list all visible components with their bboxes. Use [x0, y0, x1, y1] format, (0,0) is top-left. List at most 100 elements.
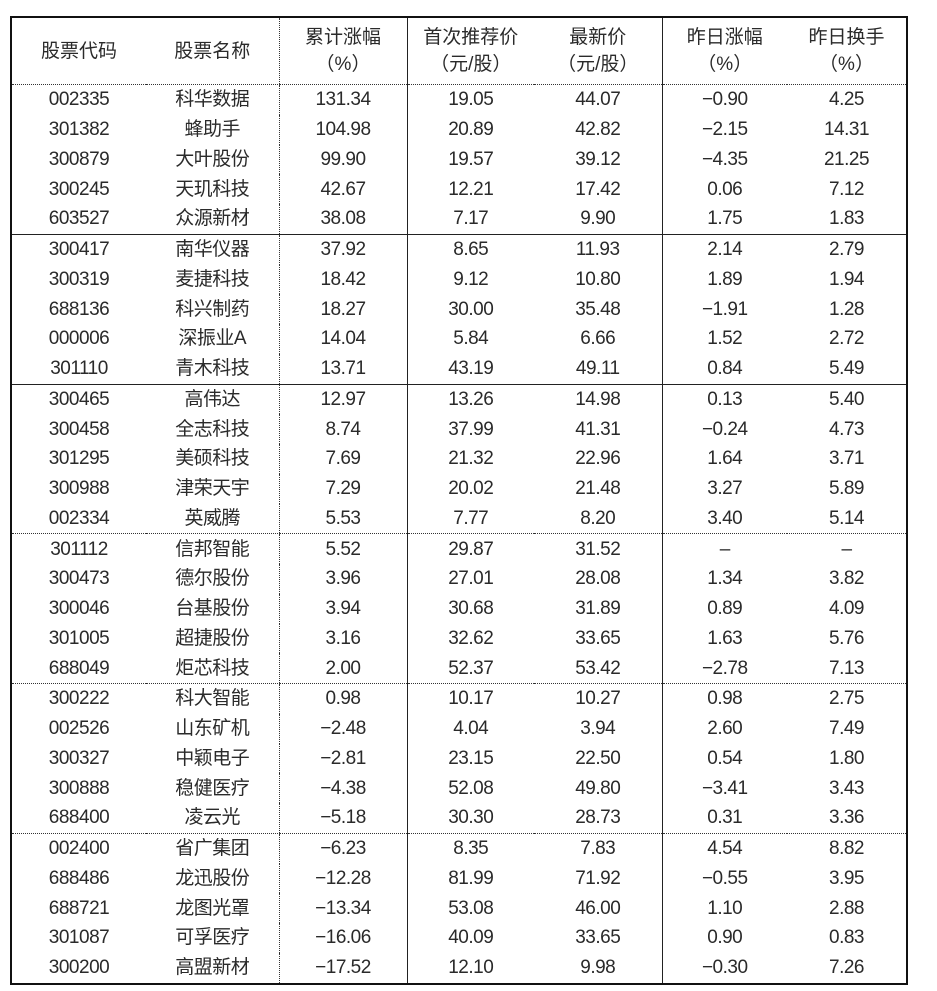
- cell-stock-name: 蜂助手: [184, 119, 240, 141]
- cell-cumulative-gain: 42.67: [278, 174, 407, 204]
- cell-cumulative-gain: 38.08: [278, 204, 407, 235]
- cell-stock-name: 南华仪器: [175, 239, 250, 261]
- cell-stock-name: 炬芯科技: [146, 653, 279, 685]
- header-yesterday-turnover: 昨日换手 （%）: [787, 17, 907, 85]
- cell-first-recommend-price: 7.17: [406, 204, 534, 235]
- cell-latest-price: 22.50: [575, 747, 621, 769]
- header-stock-code: 股票代码: [11, 17, 146, 85]
- cell-yesterday-turnover: 5.40: [829, 388, 864, 410]
- table-row: 300473 德尔股份 3.96 27.01 28.08 1.34 3.82: [11, 564, 907, 594]
- cell-latest-price: 49.11: [534, 353, 662, 385]
- header-label: 最新价: [569, 27, 627, 48]
- cell-yesterday-change: 1.89: [661, 264, 787, 295]
- cell-yesterday-change: −0.55: [661, 863, 787, 894]
- cell-yesterday-turnover: 3.43: [829, 777, 864, 799]
- cell-first-recommend-price: 13.26: [406, 384, 534, 415]
- cell-yesterday-change: 0.54: [661, 743, 787, 774]
- cell-first-recommend-price: 32.62: [406, 623, 534, 654]
- cell-yesterday-turnover: 5.76: [829, 627, 864, 649]
- cell-latest-price: 42.82: [575, 119, 621, 141]
- cell-stock-name: 青木科技: [146, 353, 279, 385]
- cell-stock-name: 全志科技: [175, 418, 250, 440]
- cell-stock-name: 津荣天宇: [175, 478, 250, 500]
- cell-stock-name: 凌云光: [146, 803, 279, 834]
- table-row: 300879 大叶股份 99.90 19.57 39.12 −4.35 21.25: [11, 144, 907, 175]
- cell-stock-code: 688049: [11, 653, 146, 685]
- cell-stock-code: 000006: [48, 328, 110, 350]
- cell-yesterday-change: −3.41: [661, 773, 787, 803]
- cell-first-recommend-price: 53.08: [406, 893, 534, 923]
- cell-first-recommend-price: 30.30: [406, 803, 534, 834]
- cell-stock-code: 300319: [48, 268, 110, 290]
- cell-cumulative-gain: 7.69: [278, 444, 407, 474]
- cell-yesterday-change: −1.91: [661, 294, 787, 324]
- cell-stock-name: 信邦智能: [175, 538, 250, 560]
- cell-stock-name: 省广集团: [175, 838, 250, 860]
- cell-first-recommend-price: 5.84: [406, 324, 534, 354]
- cell-yesterday-turnover: 2.75: [829, 688, 864, 710]
- cell-stock-name: 深振业A: [178, 328, 247, 350]
- cell-cumulative-gain: 5.53: [278, 503, 407, 535]
- cell-latest-price: 33.65: [575, 927, 621, 949]
- cell-first-recommend-price: 20.02: [406, 473, 534, 504]
- table-row: 301112 信邦智能 5.52 29.87 31.52 – –: [11, 533, 907, 564]
- header-cumulative-gain: 累计涨幅 （%）: [278, 17, 407, 85]
- cell-cumulative-gain: 3.96: [278, 564, 407, 594]
- cell-yesterday-change: −0.90: [661, 84, 787, 115]
- cell-cumulative-gain: 18.27: [278, 294, 407, 324]
- cell-stock-code: 688136: [48, 298, 110, 320]
- cell-stock-name: 可孚医疗: [175, 927, 250, 949]
- cell-first-recommend-price: 37.99: [406, 414, 534, 444]
- cell-first-recommend-price: 8.35: [406, 833, 534, 864]
- header-label: 累计涨幅: [304, 27, 381, 48]
- cell-latest-price: 10.27: [575, 688, 621, 710]
- cell-stock-code: 688400: [11, 803, 146, 834]
- cell-cumulative-gain: 3.16: [278, 623, 407, 654]
- cell-stock-code: 301382: [48, 119, 110, 141]
- cell-yesterday-turnover: 5.14: [787, 503, 907, 535]
- cell-latest-price: 41.31: [575, 418, 621, 440]
- cell-stock-code: 300888: [48, 777, 110, 799]
- cell-first-recommend-price: 43.19: [406, 353, 534, 385]
- cell-yesterday-turnover: 3.71: [829, 448, 864, 470]
- cell-yesterday-turnover: –: [841, 538, 852, 560]
- table-row: 300046 台基股份 3.94 30.68 31.89 0.89 4.09: [11, 593, 907, 624]
- cell-latest-price: 28.73: [534, 803, 662, 834]
- cell-yesterday-change: 1.63: [661, 623, 787, 654]
- cell-stock-code: 300327: [48, 747, 110, 769]
- cell-cumulative-gain: 104.98: [278, 114, 407, 145]
- cell-stock-name: 众源新材: [146, 204, 279, 235]
- header-label: 昨日涨幅: [686, 27, 763, 48]
- cell-cumulative-gain: 12.97: [278, 384, 407, 415]
- cell-yesterday-change: 0.31: [661, 803, 787, 834]
- cell-latest-price: 31.89: [575, 598, 621, 620]
- cell-stock-code: 300879: [48, 148, 110, 170]
- cell-stock-code: 301110: [11, 353, 146, 385]
- cell-yesterday-change: 0.89: [661, 593, 787, 624]
- cell-stock-name: 科华数据: [175, 89, 250, 111]
- cell-stock-code: 301295: [48, 448, 110, 470]
- cell-yesterday-turnover: 1.94: [829, 268, 864, 290]
- cell-latest-price: 9.98: [580, 957, 616, 979]
- cell-yesterday-turnover: 7.49: [829, 718, 864, 740]
- cell-yesterday-change: 0.13: [661, 384, 787, 415]
- cell-yesterday-turnover: 4.09: [829, 598, 864, 620]
- cell-latest-price: 49.80: [575, 777, 621, 799]
- cell-latest-price: 17.42: [575, 178, 621, 200]
- header-unit: （%）: [315, 54, 371, 75]
- cell-yesterday-turnover: 5.89: [829, 478, 864, 500]
- cell-yesterday-change: 0.84: [661, 353, 787, 385]
- cell-stock-name: 大叶股份: [175, 148, 250, 170]
- cell-stock-name: 高盟新材: [175, 957, 250, 979]
- cell-cumulative-gain: −13.34: [278, 893, 407, 923]
- cell-yesterday-change: 0.06: [661, 174, 787, 204]
- header-label: 股票名称: [174, 40, 251, 62]
- cell-first-recommend-price: 20.89: [406, 114, 534, 145]
- cell-yesterday-turnover: 7.13: [787, 653, 907, 685]
- cell-first-recommend-price: 29.87: [406, 533, 534, 564]
- header-stock-name: 股票名称: [146, 17, 279, 85]
- cell-yesterday-change: −4.35: [661, 144, 787, 175]
- cell-stock-code: 301005: [48, 627, 110, 649]
- cell-yesterday-change: −0.24: [661, 414, 787, 444]
- cell-latest-price: 11.93: [575, 239, 620, 261]
